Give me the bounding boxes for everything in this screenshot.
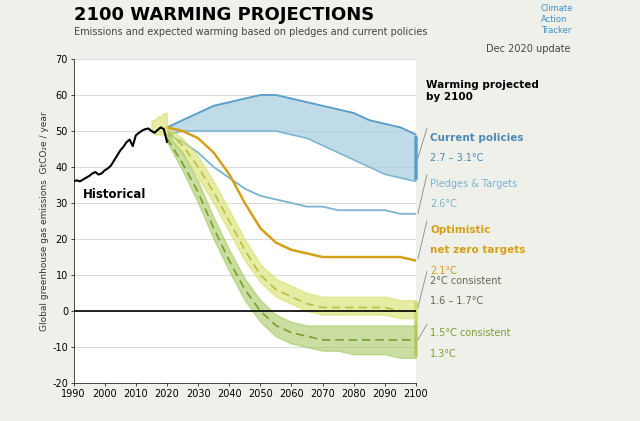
Text: 2°C consistent: 2°C consistent — [430, 276, 502, 286]
Text: 1.3°C: 1.3°C — [430, 349, 457, 359]
Text: 1.5°C consistent: 1.5°C consistent — [430, 328, 511, 338]
Text: Dec 2020 update: Dec 2020 update — [486, 44, 571, 54]
Text: Optimistic: Optimistic — [430, 225, 490, 235]
Text: Warming projected
by 2100: Warming projected by 2100 — [426, 80, 538, 101]
Text: Pledges & Targets: Pledges & Targets — [430, 179, 517, 189]
Text: 2.1°C: 2.1°C — [430, 266, 457, 276]
Text: 2100 WARMING PROJECTIONS: 2100 WARMING PROJECTIONS — [74, 6, 374, 24]
Text: 2.6°C: 2.6°C — [430, 199, 457, 209]
Text: Current policies: Current policies — [430, 133, 524, 143]
Text: Emissions and expected warming based on pledges and current policies: Emissions and expected warming based on … — [74, 27, 427, 37]
Y-axis label: Global greenhouse gas emissions  GtCO₂e / year: Global greenhouse gas emissions GtCO₂e /… — [40, 111, 49, 331]
Text: net zero targets: net zero targets — [430, 245, 525, 256]
Text: 1.6 – 1.7°C: 1.6 – 1.7°C — [430, 296, 483, 306]
Text: Historical: Historical — [83, 188, 147, 201]
Text: 2.7 – 3.1°C: 2.7 – 3.1°C — [430, 153, 483, 163]
Text: Climate
Action
Tracker: Climate Action Tracker — [541, 4, 573, 35]
